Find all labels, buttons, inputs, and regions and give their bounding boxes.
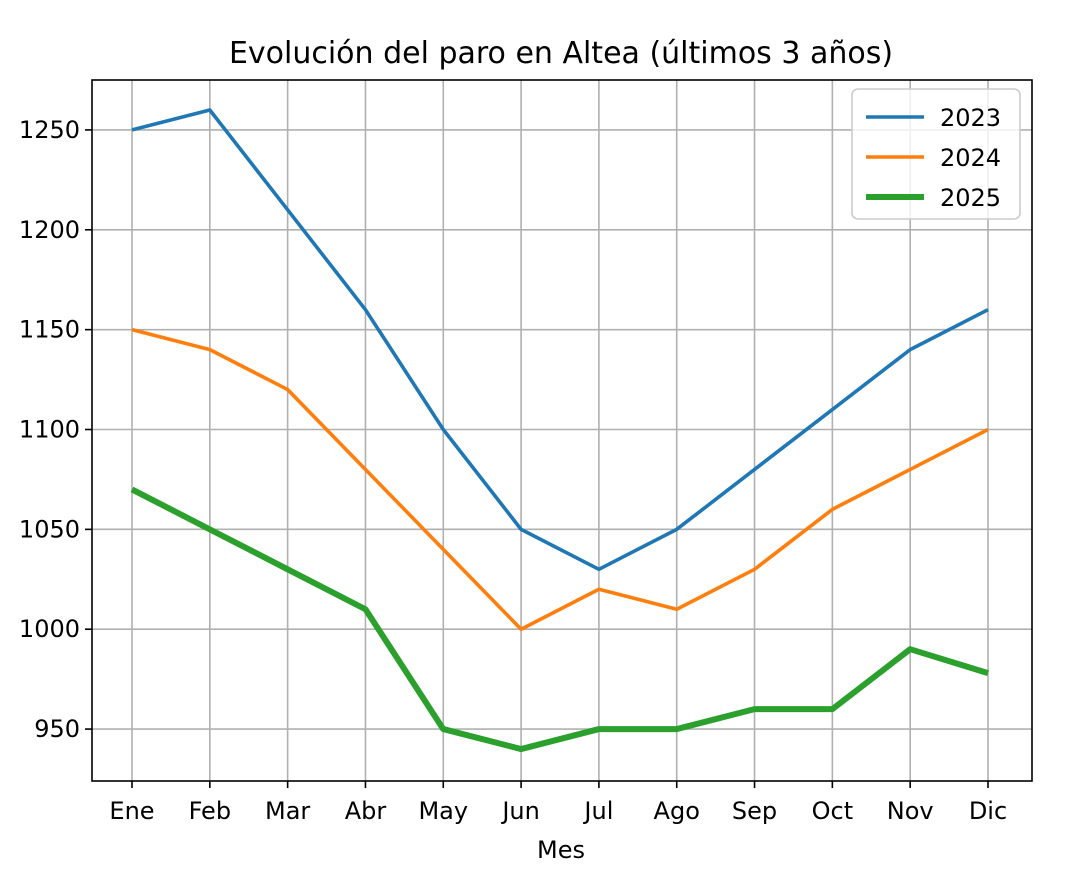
x-tick-label: Abr: [345, 797, 387, 825]
y-tick-label: 1050: [19, 515, 80, 543]
x-tick-label: Feb: [189, 797, 232, 825]
y-tick-label: 950: [34, 715, 80, 743]
y-axis: 950 1000 1050 1100 1150 1200 1250: [19, 116, 92, 743]
x-tick-label: Jul: [582, 797, 613, 825]
plot-frame: [91, 79, 1033, 782]
series-line-2023: [131, 108, 989, 572]
y-tick-label: 1100: [19, 416, 80, 444]
x-tick-label: Mar: [265, 797, 310, 825]
series-line-2024: [131, 327, 989, 632]
y-tick-label: 1250: [19, 116, 80, 144]
x-tick-label: Nov: [887, 797, 934, 825]
x-tick-label: Oct: [812, 797, 854, 825]
y-tick-label: 1000: [19, 615, 80, 643]
x-tick-label: Ago: [654, 797, 700, 825]
x-axis: Ene Feb Mar Abr May Jun Jul Ago Sep Oct Nov Dic: [109, 781, 1007, 825]
x-tick-label: Ene: [109, 797, 154, 825]
y-tick-label: 1200: [19, 216, 80, 244]
legend-label-2025: 2025: [940, 184, 1001, 212]
legend-label-2024: 2024: [940, 144, 1001, 172]
series-layer: [130, 108, 989, 753]
chart-title: Evolución del paro en Altea (últimos 3 a…: [229, 36, 893, 71]
x-tick-label: Dic: [969, 797, 1007, 825]
x-axis-label: Mes: [537, 836, 585, 864]
y-tick-label: 1150: [19, 316, 80, 344]
series-line-2025: [130, 486, 989, 753]
x-tick-label: May: [418, 797, 468, 825]
legend-label-2023: 2023: [940, 104, 1001, 132]
x-tick-label: Sep: [732, 797, 777, 825]
x-tick-label: Jun: [500, 797, 540, 825]
legend: 2023 2024 2025: [851, 88, 1021, 220]
legend-box: [851, 88, 1021, 220]
